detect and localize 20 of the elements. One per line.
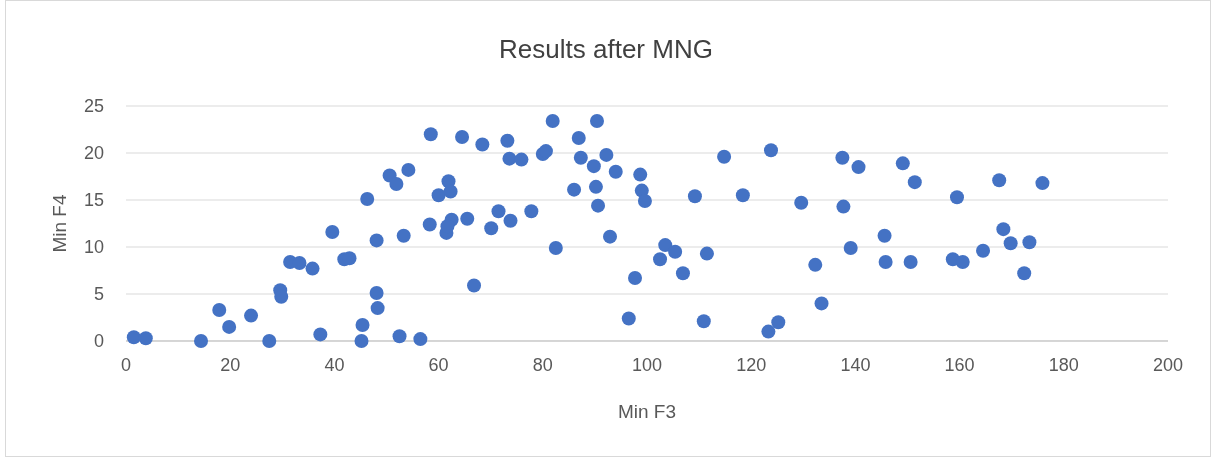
x-tick-label: 140 — [840, 355, 871, 375]
x-tick-label: 20 — [220, 355, 241, 375]
y-tick-label: 15 — [83, 190, 104, 210]
y-tick-label: 0 — [93, 331, 104, 351]
x-tick-label: 80 — [532, 355, 553, 375]
y-axis-title: Min F4 — [49, 194, 70, 253]
x-tick-label: 160 — [944, 355, 975, 375]
chart-title: Results after MNG — [499, 34, 713, 64]
y-tick-label: 10 — [83, 237, 104, 257]
x-tick-label: 60 — [428, 355, 449, 375]
x-tick-label: 120 — [736, 355, 767, 375]
x-tick-label: 200 — [1152, 355, 1184, 375]
x-tick-label: 40 — [324, 355, 345, 375]
y-tick-label: 20 — [83, 143, 104, 163]
y-tick-label: 25 — [83, 96, 104, 116]
x-tick-label: 180 — [1048, 355, 1079, 375]
x-tick-label: 100 — [631, 355, 663, 375]
x-axis-title: Min F3 — [617, 401, 677, 422]
y-tick-label: 5 — [93, 284, 104, 304]
x-tick-label: 0 — [120, 355, 132, 375]
